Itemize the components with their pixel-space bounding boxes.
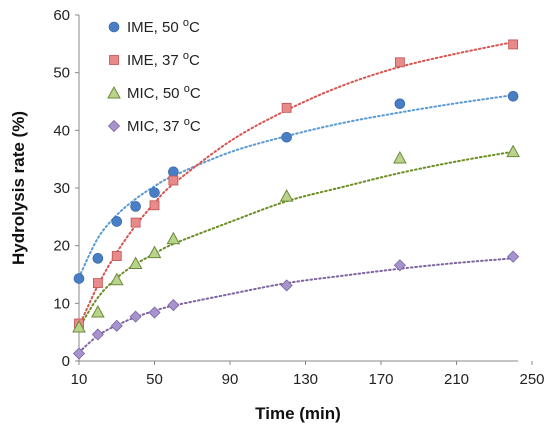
data-point-series-1 [394,98,406,110]
data-point-series-3 [506,144,520,158]
legend-label-sup: o [184,116,190,128]
legend-label-name: IME, 50 [127,19,183,36]
data-point-series-2 [111,251,122,261]
legend-marker-series-3 [107,85,121,99]
data-point-series-3 [166,231,181,245]
x-axis-title: Time (min) [255,404,341,423]
x-tick-label: 50 [146,371,163,388]
data-point-series-2 [281,102,292,113]
x-tick-label: 250 [519,371,544,388]
marker-group [72,39,520,360]
data-point-series-1 [73,273,85,284]
legend-label-series-4: MIC, 37 oC [127,116,201,135]
x-tick-label: 210 [444,371,469,388]
legend-label-name: MIC, 50 [127,85,184,102]
y-tick-label: 10 [53,295,70,312]
legend-marker-series-4 [107,119,121,133]
y-tick-label: 50 [53,65,70,82]
data-point-series-4 [72,347,86,360]
x-tick-label: 170 [368,371,393,388]
data-point-series-3 [279,189,294,202]
data-point-series-2 [508,39,519,50]
legend-label-name: IME, 37 [127,52,183,69]
legend-label-series-3: MIC, 50 oC [127,83,201,102]
y-tick-label: 60 [53,7,70,24]
legend-label-unit: C [189,52,200,69]
data-point-series-4 [167,298,180,312]
x-tick-label: 10 [71,371,88,388]
data-point-series-1 [130,201,141,212]
x-tick-group: 10 50 90 130 170 210 250 [71,361,545,388]
data-point-series-2 [394,57,405,68]
data-point-series-3 [91,304,105,318]
trendline-series-4 [78,257,515,354]
legend-marker-series-2 [109,55,119,65]
data-point-series-4 [110,319,123,332]
legend-label-name: MIC, 37 [127,118,184,135]
data-point-series-1 [111,216,123,227]
data-point-series-4 [148,306,161,319]
data-point-series-2 [130,217,141,228]
y-tick-label: 20 [53,238,70,255]
legend-label-sup: o [184,83,190,95]
data-point-series-2 [168,175,179,186]
trendline-series-3 [78,150,515,330]
x-tick-label: 130 [293,371,318,388]
legend-marker-series-1 [108,21,120,33]
data-point-series-1 [149,187,160,198]
y-tick-label: 40 [53,122,70,139]
legend-label-series-2: IME, 37 oC [127,50,200,69]
y-tick-label: 0 [62,353,70,370]
legend-label-series-1: IME, 50 oC [127,17,200,36]
y-axis-title: Hydrolysis rate (%) [9,111,28,265]
data-point-series-4 [91,328,104,341]
legend-label-sup: o [183,50,189,62]
data-point-series-1 [507,91,519,102]
data-point-series-3 [393,150,407,164]
data-point-series-2 [149,200,160,211]
data-point-series-4 [280,279,293,292]
data-point-series-3 [109,272,124,286]
data-point-series-4 [393,259,406,272]
legend-label-unit: C [190,85,201,102]
data-point-series-3 [72,319,86,333]
legend-label-unit: C [190,118,201,135]
data-point-series-1 [168,166,179,178]
y-tick-group: 0 10 20 30 40 50 60 [53,7,79,370]
data-point-series-4 [507,250,520,263]
data-point-series-3 [128,256,143,270]
data-point-series-3 [147,245,162,259]
x-tick-label: 90 [222,371,239,388]
data-point-series-4 [129,310,142,323]
y-tick-label: 30 [53,180,70,197]
data-point-series-2 [92,278,103,289]
legend-label-unit: C [189,19,200,36]
data-point-series-1 [92,253,104,264]
data-point-series-1 [281,131,292,143]
legend-label-sup: o [183,17,189,29]
